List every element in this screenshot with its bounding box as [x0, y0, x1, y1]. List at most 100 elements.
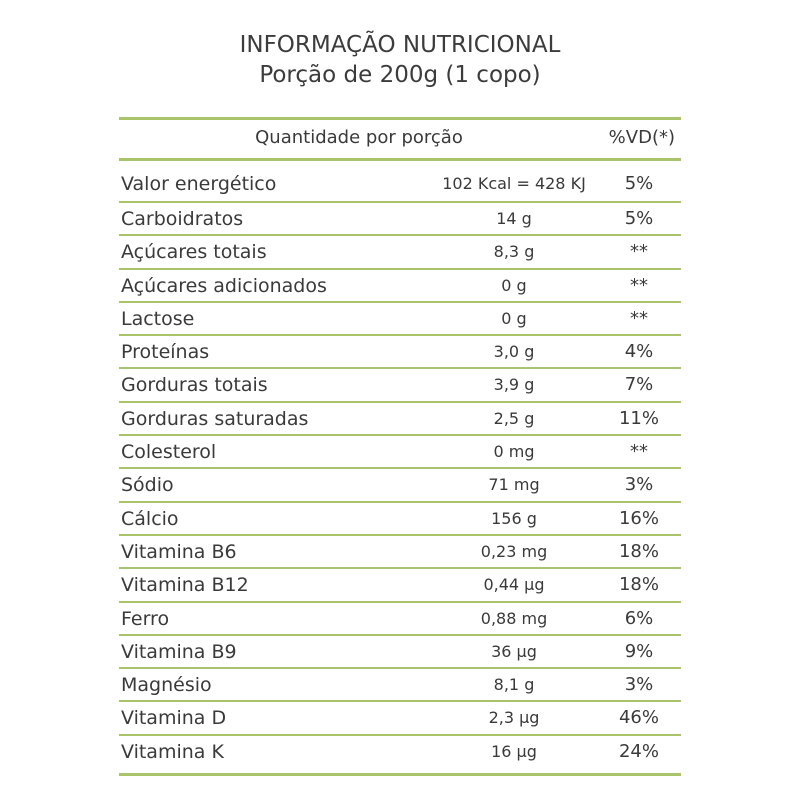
nutrient-name: Vitamina D	[121, 707, 227, 730]
nutrient-daily-value: 46%	[618, 707, 659, 729]
nutrient-name: Lactose	[121, 307, 195, 330]
table-row: Lactose 0 g **	[119, 303, 681, 337]
table-row: Vitamina B6 0,23 mg 18%	[119, 536, 681, 570]
table-row: Gorduras saturadas 2,5 g 11%	[119, 403, 681, 437]
nutrient-amount: 3,0 g	[493, 342, 535, 362]
nutrient-daily-value: 18%	[618, 540, 659, 562]
row-divider	[119, 300, 681, 303]
nutrient-name: Proteínas	[121, 341, 210, 364]
nutrient-daily-value: 7%	[624, 374, 654, 396]
nutrition-table: Quantidade por porção %VD(*) Valor energ…	[119, 117, 681, 777]
table-row: Colesterol 0 mg **	[119, 436, 681, 470]
row-divider	[119, 733, 681, 736]
header-rule	[119, 158, 681, 161]
row-divider	[119, 667, 681, 670]
nutrient-daily-value: **	[630, 441, 648, 463]
row-divider	[119, 267, 681, 270]
nutrient-amount: 0,23 mg	[480, 541, 548, 561]
nutrient-name: Gorduras totais	[121, 374, 268, 397]
row-divider	[119, 400, 681, 403]
nutrient-name: Ferro	[121, 607, 170, 630]
nutrient-daily-value: 9%	[624, 640, 654, 662]
table-row: Vitamina B12 0,44 µg 18%	[119, 569, 681, 603]
nutrient-amount: 0 mg	[493, 442, 535, 462]
table-row: Magnésio 8,1 g 3%	[119, 669, 681, 703]
table-body: Valor energético 102 Kcal = 428 KJ 5% Carbo…	[119, 161, 681, 769]
row-divider	[119, 201, 681, 203]
row-divider	[119, 700, 681, 703]
page-title: INFORMAÇÃO NUTRICIONAL	[239, 32, 561, 58]
nutrient-name: Vitamina B12	[121, 574, 249, 597]
table-row: Sódio 71 mg 3%	[119, 469, 681, 503]
nutrient-name: Vitamina B6	[121, 540, 237, 563]
nutrient-name: Gorduras saturadas	[121, 407, 309, 430]
nutrient-amount: 0 g	[501, 275, 527, 295]
row-divider	[119, 600, 681, 603]
nutrient-amount: 8,3 g	[493, 242, 535, 262]
nutrient-name: Vitamina B9	[121, 640, 237, 663]
table-row: Vitamina B9 36 µg 9%	[119, 636, 681, 670]
nutrient-daily-value: 24%	[618, 740, 659, 762]
table-row: Açúcares adicionados 0 g **	[119, 270, 681, 303]
row-divider	[119, 234, 681, 237]
nutrient-daily-value: 18%	[618, 574, 659, 596]
nutrient-daily-value: **	[630, 241, 648, 263]
nutrient-amount: 71 mg	[488, 475, 540, 495]
nutrient-amount: 0,44 µg	[483, 575, 545, 595]
nutrient-name: Valor energético	[121, 173, 277, 195]
table-header: Quantidade por porção %VD(*)	[119, 120, 681, 158]
row-divider	[119, 334, 681, 337]
nutrient-daily-value: 16%	[618, 507, 659, 529]
nutrient-daily-value: 5%	[624, 173, 654, 194]
nutrient-name: Açúcares adicionados	[121, 274, 327, 297]
nutrient-amount: 8,1 g	[493, 675, 535, 695]
table-row: Valor energético 102 Kcal = 428 KJ 5%	[119, 161, 681, 203]
table-row: Cálcio 156 g 16%	[119, 503, 681, 536]
nutrient-daily-value: 6%	[624, 607, 654, 629]
nutrient-amount: 2,5 g	[493, 408, 535, 428]
nutrient-name: Colesterol	[121, 441, 217, 464]
column-header-vd: %VD(*)	[608, 127, 675, 148]
row-divider	[119, 500, 681, 503]
nutrient-name: Vitamina K	[121, 740, 224, 763]
nutrient-name: Cálcio	[121, 507, 179, 530]
nutrition-title-block: INFORMAÇÃO NUTRICIONAL Porção de 200g (1…	[0, 30, 800, 90]
table-row: Proteínas 3,0 g 4%	[119, 336, 681, 370]
nutrient-daily-value: 3%	[624, 474, 654, 496]
nutrient-amount: 0 g	[501, 308, 527, 328]
serving-size: Porção de 200g (1 copo)	[259, 62, 541, 88]
nutrient-name: Magnésio	[121, 674, 212, 697]
table-row: Carboidratos 14 g 5%	[119, 203, 681, 237]
nutrient-amount: 16 µg	[491, 741, 537, 761]
row-divider	[119, 367, 681, 370]
nutrient-amount: 156 g	[491, 508, 537, 528]
table-row: Vitamina K 16 µg 24%	[119, 736, 681, 769]
table-row: Açúcares totais 8,3 g **	[119, 236, 681, 270]
table-row: Vitamina D 2,3 µg 46%	[119, 702, 681, 736]
row-divider	[119, 434, 681, 437]
bottom-rule	[119, 773, 681, 777]
table-row: Ferro 0,88 mg 6%	[119, 603, 681, 636]
nutrient-daily-value: 4%	[624, 341, 654, 363]
nutrient-name: Carboidratos	[121, 208, 244, 230]
row-divider	[119, 567, 681, 570]
nutrient-name: Sódio	[121, 474, 174, 497]
nutrient-amount: 2,3 µg	[488, 708, 540, 728]
top-rule	[119, 117, 681, 120]
nutrient-daily-value: **	[630, 307, 648, 329]
nutrient-amount: 0,88 mg	[480, 608, 548, 628]
nutrient-amount: 3,9 g	[493, 375, 535, 395]
nutrient-daily-value: 3%	[624, 674, 654, 696]
nutrient-daily-value: 5%	[624, 208, 654, 229]
column-header-quantity: Quantidade por porção	[255, 127, 463, 148]
row-divider	[119, 633, 681, 636]
row-divider	[119, 533, 681, 536]
table-row: Gorduras totais 3,9 g 7%	[119, 369, 681, 403]
nutrient-name: Açúcares totais	[121, 241, 267, 264]
nutrient-daily-value: **	[630, 274, 648, 296]
nutrient-daily-value: 11%	[618, 407, 659, 429]
nutrient-amount: 14 g	[496, 209, 532, 228]
row-divider	[119, 467, 681, 470]
nutrient-amount: 102 Kcal = 428 KJ	[442, 174, 586, 193]
nutrient-amount: 36 µg	[491, 641, 537, 661]
